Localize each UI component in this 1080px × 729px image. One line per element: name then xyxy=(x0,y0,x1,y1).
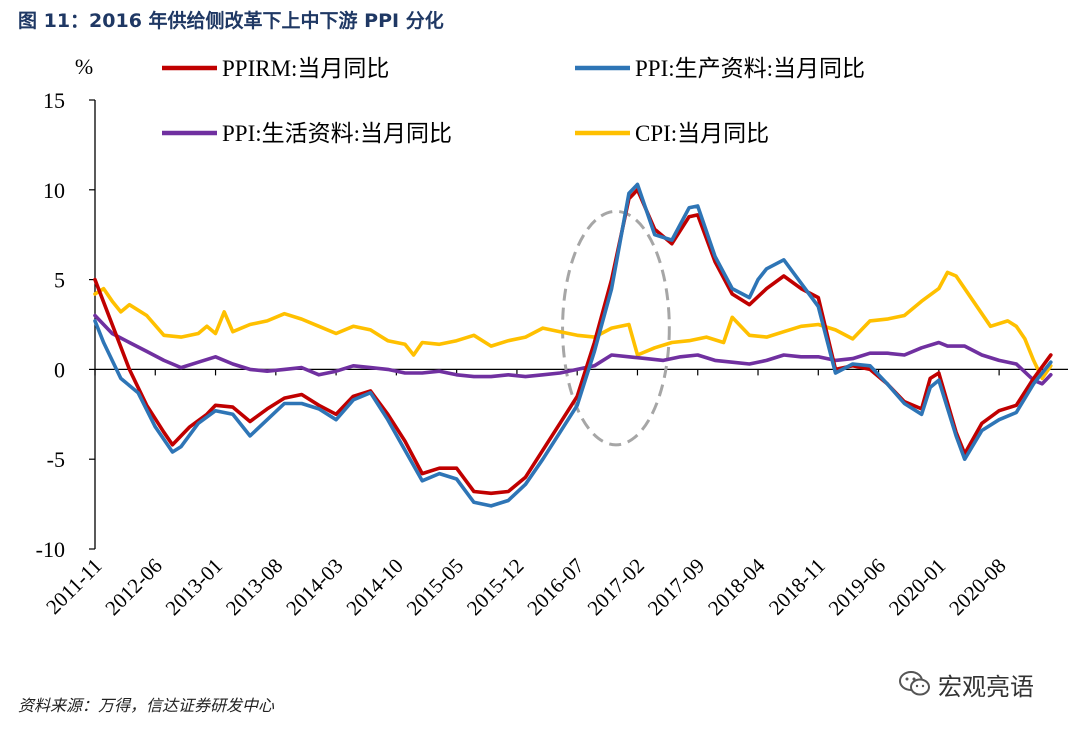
brand-watermark: 宏观亮语 xyxy=(898,664,1034,704)
y-tick-label: -10 xyxy=(36,537,65,562)
legend-ppi-production-label: PPI:生产资料:当月同比 xyxy=(635,56,865,81)
y-axis-unit-label: % xyxy=(75,54,93,79)
x-tick-label: 2014-10 xyxy=(341,554,407,620)
x-tick-label: 2020-08 xyxy=(944,554,1010,620)
y-tick-label: 15 xyxy=(43,88,65,113)
x-tick-label: 2014-03 xyxy=(281,554,347,620)
x-tick-label: 2015-12 xyxy=(462,554,528,620)
x-tick-label: 2013-08 xyxy=(221,554,287,620)
highlight-ellipse xyxy=(561,209,671,447)
x-tick-label: 2015-05 xyxy=(402,554,468,620)
source-note: 资料来源：万得，信达证券研发中心 xyxy=(18,696,275,715)
y-tick-label: 10 xyxy=(43,178,65,203)
y-tick-label: 5 xyxy=(54,268,65,293)
x-tick-label: 2011-11 xyxy=(41,554,106,619)
brand-name: 宏观亮语 xyxy=(938,672,1034,701)
x-tick-label: 2018-11 xyxy=(764,554,830,620)
ppi-living-line xyxy=(93,313,1053,386)
legend-ppi-living-label: PPI:生活资料:当月同比 xyxy=(222,121,452,146)
highlight-ellipse-layer xyxy=(561,209,671,447)
legend-ppirm-label: PPIRM:当月同比 xyxy=(222,56,389,81)
x-tick-label: 2019-06 xyxy=(824,554,890,620)
x-tick-label: 2017-02 xyxy=(583,554,649,620)
figure-title: 图 11：2016 年供给侧改革下上中下游 PPI 分化 xyxy=(18,10,444,32)
ppi-production-line xyxy=(93,182,1053,508)
cpi-line xyxy=(93,270,1053,381)
x-tick-label: 2012-06 xyxy=(100,554,166,620)
legend-cpi-label: CPI:当月同比 xyxy=(635,121,769,146)
x-tick-label: 2017-09 xyxy=(643,554,709,620)
y-tick-label: 0 xyxy=(54,357,65,382)
x-tick-label: 2013-01 xyxy=(161,554,227,620)
x-tick-label: 2016-07 xyxy=(522,554,588,620)
y-tick-label: -5 xyxy=(47,447,65,472)
ppirm-line xyxy=(93,188,1053,496)
chart-legend: PPIRM:当月同比 PPI:生产资料:当月同比 PPI:生活资料:当月同比 CPI:… xyxy=(162,56,865,146)
x-tick-label: 2018-04 xyxy=(703,553,770,620)
series-lines xyxy=(93,182,1053,508)
chart-axes: 15 10 5 0 -5 -10% 2011-112012-062013-012013-08… xyxy=(36,54,1068,620)
x-tick-label: 2020-01 xyxy=(884,554,950,620)
wechat-icon xyxy=(899,671,930,696)
